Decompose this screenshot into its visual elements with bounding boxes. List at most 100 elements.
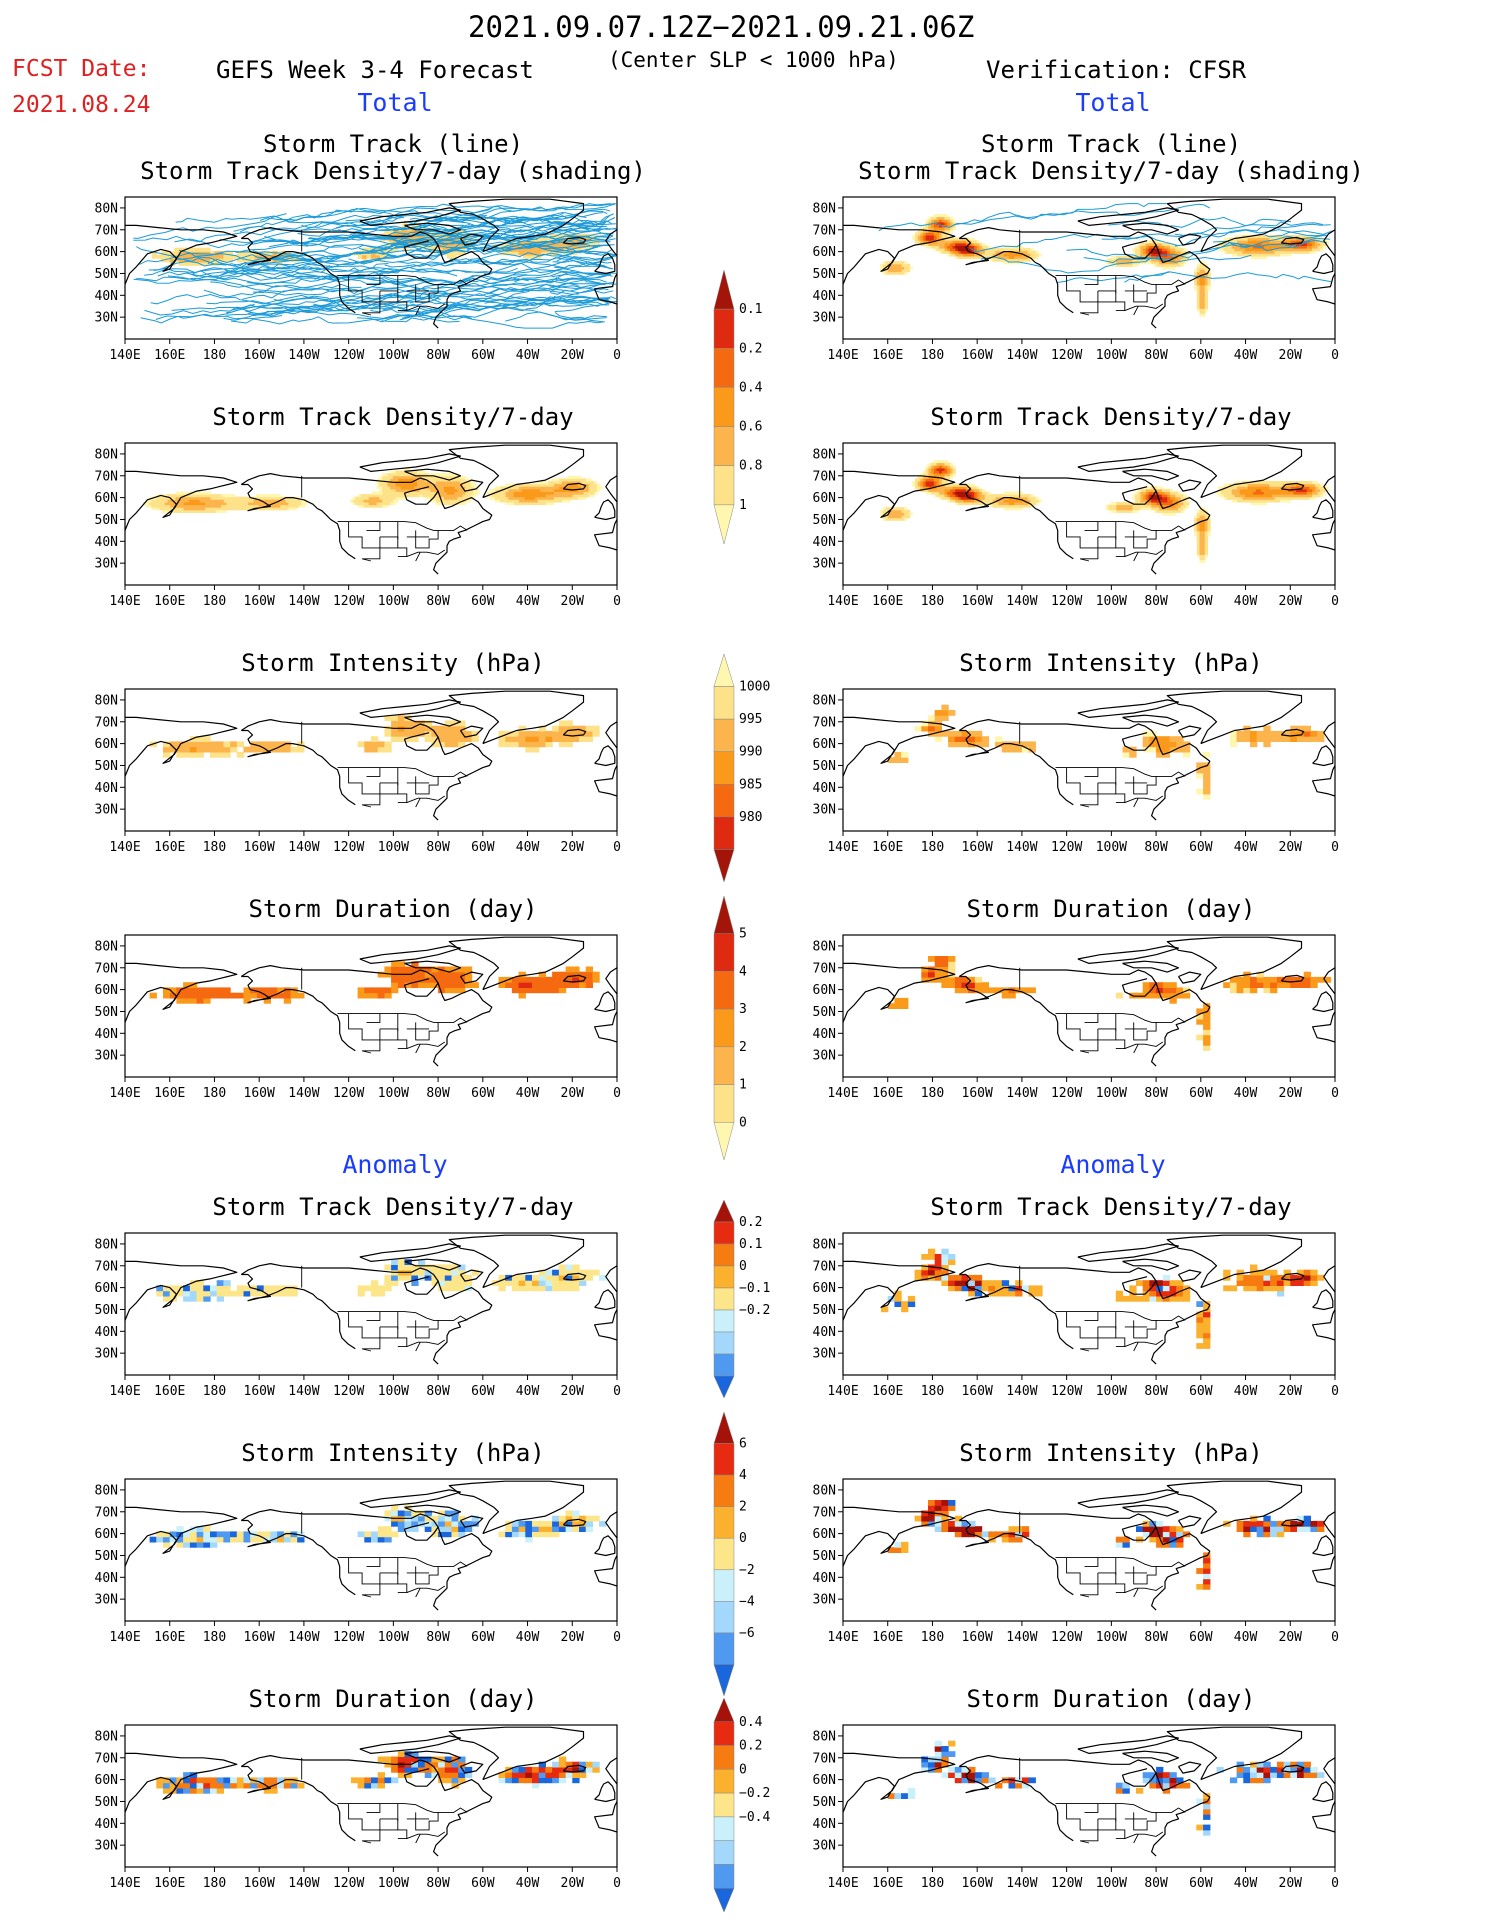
density-cell <box>1288 494 1292 498</box>
lon-label: 100W <box>378 594 409 609</box>
density-cell <box>1207 274 1211 278</box>
density-cell <box>199 499 203 503</box>
density-cell <box>960 240 964 244</box>
data-cell <box>948 730 956 737</box>
density-cell <box>1239 253 1243 257</box>
data-cell <box>290 746 298 753</box>
density-cell <box>261 496 265 500</box>
border-0 <box>1055 1013 1186 1023</box>
data-cell <box>928 715 936 721</box>
density-cell <box>901 269 905 273</box>
density-cell <box>1161 242 1166 246</box>
data-cell <box>444 1280 453 1286</box>
density-cell <box>1170 504 1174 508</box>
density-cell <box>430 491 434 495</box>
density-cell <box>901 271 905 275</box>
density-cell <box>1204 284 1208 288</box>
density-cell <box>441 499 445 503</box>
density-cell <box>545 494 550 498</box>
density-cell <box>1035 253 1039 257</box>
density-cell <box>194 509 198 513</box>
density-cell <box>955 237 959 241</box>
border-3 <box>379 536 399 549</box>
storm-track-line <box>878 203 1167 232</box>
density-cell <box>449 496 453 500</box>
density-cell <box>401 473 405 477</box>
density-cell <box>947 240 951 244</box>
density-cell <box>1204 297 1208 301</box>
density-cell <box>952 240 956 244</box>
density-cell <box>486 491 490 495</box>
data-cell <box>438 1264 446 1271</box>
density-cell <box>591 494 595 498</box>
density-cell <box>1196 515 1200 519</box>
density-cell <box>411 478 415 482</box>
density-cell <box>933 483 937 487</box>
density-cell <box>1135 258 1139 262</box>
density-cell <box>409 483 413 487</box>
border-10 <box>1133 305 1139 316</box>
density-cell <box>1161 496 1166 500</box>
density-cell <box>427 473 431 477</box>
density-cell <box>564 488 568 492</box>
density-cell <box>441 483 445 487</box>
density-cell <box>1202 311 1206 315</box>
lon-label: 180 <box>203 840 226 855</box>
density-cell <box>1290 488 1294 492</box>
density-cell <box>430 481 434 485</box>
data-cell <box>961 730 969 737</box>
density-cell <box>583 494 587 498</box>
border-9 <box>406 549 446 558</box>
density-cell <box>1231 494 1235 498</box>
lon-label: 160W <box>962 348 993 363</box>
density-cell <box>532 483 536 487</box>
data-cell <box>954 730 963 737</box>
data-cell <box>183 261 189 266</box>
data-cell <box>498 736 506 742</box>
density-cell <box>1261 486 1265 490</box>
density-cell <box>1186 504 1190 508</box>
density-cell <box>1164 248 1168 252</box>
density-cell <box>376 499 380 503</box>
density-cell <box>213 499 217 503</box>
density-cell <box>502 494 507 498</box>
data-cell <box>187 247 193 252</box>
density-cell <box>1266 240 1270 244</box>
density-cell <box>979 488 983 492</box>
verification-total-track-map: 140E 160E 180 160W 140W 120W 100W 80W 60W 40W 20W 0… <box>813 196 1339 363</box>
density-cell <box>1143 261 1147 265</box>
density-cell <box>296 504 300 508</box>
density-cell <box>957 242 962 246</box>
data-cell <box>518 971 526 978</box>
density-cell <box>1261 253 1265 257</box>
density-cell <box>167 507 171 511</box>
density-cell <box>1290 250 1294 254</box>
density-cell <box>591 481 595 485</box>
density-cell <box>960 248 964 252</box>
density-cell <box>154 502 158 506</box>
verification-intensity-title: Storm Intensity (hPa) <box>959 649 1263 677</box>
data-cell <box>223 741 231 748</box>
density-cell <box>933 216 937 220</box>
density-cell <box>882 263 886 267</box>
density-cell <box>1027 494 1031 498</box>
density-cell <box>1011 245 1015 249</box>
density-cell <box>223 499 227 503</box>
density-cell <box>154 507 158 511</box>
data-cell <box>552 987 560 994</box>
data-cell <box>1176 741 1184 748</box>
density-cell <box>1006 507 1010 511</box>
density-cell <box>384 478 389 482</box>
grid-cells <box>887 956 1332 1051</box>
data-cell <box>256 987 265 994</box>
data-cell <box>518 736 526 742</box>
data-cell <box>371 1280 379 1286</box>
density-cell <box>939 488 943 492</box>
density-cell <box>1293 481 1297 485</box>
density-cell <box>256 504 260 508</box>
density-cell <box>941 250 945 254</box>
density-cell <box>1234 488 1238 492</box>
density-cell <box>1199 279 1203 283</box>
density-cell <box>907 263 911 267</box>
density-cell <box>395 491 399 495</box>
